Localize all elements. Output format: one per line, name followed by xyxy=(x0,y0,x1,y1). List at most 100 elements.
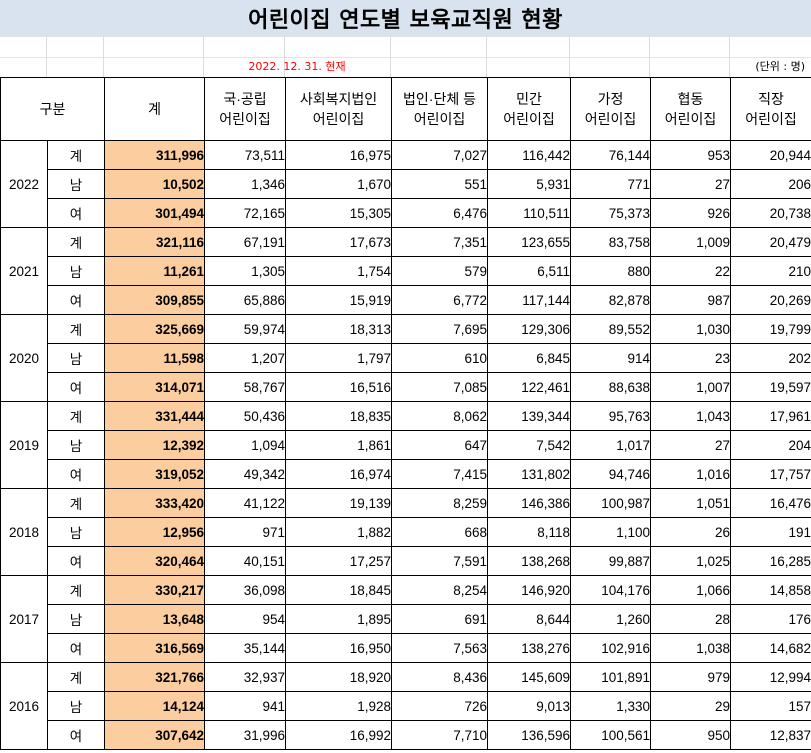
value-cell: 129,306 xyxy=(487,314,572,344)
grid-line xyxy=(284,36,285,77)
value-cell: 146,920 xyxy=(487,575,572,605)
value-cell: 14,682 xyxy=(730,633,811,663)
unit-note: (단위 : 명) xyxy=(755,60,805,73)
value-cell: 58,767 xyxy=(204,372,287,402)
grid-line xyxy=(103,36,104,77)
value-cell: 75,373 xyxy=(570,198,652,228)
total-cell: 333,420 xyxy=(104,488,206,518)
value-cell: 6,476 xyxy=(391,198,489,228)
kind-cell: 남 xyxy=(46,691,106,721)
year-cell: 2016 xyxy=(0,662,48,750)
value-cell: 102,916 xyxy=(570,633,652,663)
value-cell: 8,644 xyxy=(487,604,572,634)
value-cell: 15,305 xyxy=(285,198,393,228)
total-cell: 320,464 xyxy=(104,546,206,576)
total-cell: 321,766 xyxy=(104,662,206,692)
value-cell: 16,476 xyxy=(730,488,811,518)
table-row: 여 319,052 49,342 16,974 7,415 131,802 94,746 1,… xyxy=(1,459,811,489)
year-cell: 2022 xyxy=(0,140,48,228)
value-cell: 6,511 xyxy=(487,256,572,286)
value-cell: 1,305 xyxy=(204,256,287,286)
grid-line xyxy=(203,36,204,77)
year-cell: 2017 xyxy=(0,575,48,663)
header-private: 민간 어린이집 xyxy=(487,77,572,141)
total-cell: 10,502 xyxy=(104,169,206,199)
value-cell: 610 xyxy=(391,343,489,373)
value-cell: 6,845 xyxy=(487,343,572,373)
header-social-welfare: 사회복지법인 어린이집 xyxy=(285,77,393,141)
value-cell: 31,996 xyxy=(204,720,287,750)
total-cell: 14,124 xyxy=(104,691,206,721)
kind-cell: 남 xyxy=(46,169,106,199)
value-cell: 146,386 xyxy=(487,488,572,518)
table-row: 2020 계 325,669 59,974 18,313 7,695 129,306 89,5… xyxy=(0,314,811,402)
value-cell: 19,139 xyxy=(285,488,393,518)
table-row: 여 320,464 40,151 17,257 7,591 138,268 99,887 1,… xyxy=(1,546,811,576)
header-public: 국·공립 어린이집 xyxy=(204,77,287,141)
grid-line xyxy=(0,57,811,58)
date-note: 2022. 12. 31. 현재 xyxy=(248,60,346,73)
value-cell: 7,351 xyxy=(391,227,489,257)
value-cell: 20,479 xyxy=(730,227,811,257)
value-cell: 1,100 xyxy=(570,517,652,547)
value-cell: 18,313 xyxy=(285,314,393,344)
kind-cell: 여 xyxy=(46,633,106,663)
value-cell: 8,259 xyxy=(391,488,489,518)
value-cell: 18,835 xyxy=(285,401,393,431)
value-cell: 1,025 xyxy=(650,546,732,576)
value-cell: 647 xyxy=(391,430,489,460)
value-cell: 145,609 xyxy=(487,662,572,692)
value-cell: 8,436 xyxy=(391,662,489,692)
total-cell: 319,052 xyxy=(104,459,206,489)
value-cell: 971 xyxy=(204,517,287,547)
value-cell: 206 xyxy=(730,169,811,199)
value-cell: 954 xyxy=(204,604,287,634)
value-cell: 191 xyxy=(730,517,811,547)
value-cell: 1,928 xyxy=(285,691,393,721)
value-cell: 691 xyxy=(391,604,489,634)
value-cell: 7,695 xyxy=(391,314,489,344)
value-cell: 73,511 xyxy=(204,140,287,170)
value-cell: 18,845 xyxy=(285,575,393,605)
value-cell: 1,009 xyxy=(650,227,732,257)
kind-cell: 계 xyxy=(46,662,106,692)
value-cell: 16,950 xyxy=(285,633,393,663)
total-cell: 314,071 xyxy=(104,372,206,402)
value-cell: 157 xyxy=(730,691,811,721)
value-cell: 1,797 xyxy=(285,343,393,373)
value-cell: 579 xyxy=(391,256,489,286)
header-cooperative: 협동 어린이집 xyxy=(650,77,732,141)
table-row: 남 11,598 1,207 1,797 610 6,845 914 23 202 xyxy=(1,343,811,373)
header-row: 구분 계 국·공립 어린이집 사회복지법인 어린이집 법인·단체 등 어린이집 민간 어… xyxy=(0,77,811,141)
total-cell: 13,648 xyxy=(104,604,206,634)
table-row: 여 309,855 65,886 15,919 6,772 117,144 82,878 98… xyxy=(1,285,811,315)
table-row: 남 11,261 1,305 1,754 579 6,511 880 22 210 xyxy=(1,256,811,286)
value-cell: 32,937 xyxy=(204,662,287,692)
value-cell: 101,891 xyxy=(570,662,652,692)
table-row: 2016 계 321,766 32,937 18,920 8,436 145,609 101,… xyxy=(0,662,811,750)
value-cell: 104,176 xyxy=(570,575,652,605)
value-cell: 979 xyxy=(650,662,732,692)
table-row: 남 12,956 971 1,882 668 8,118 1,100 26 191 xyxy=(1,517,811,547)
value-cell: 1,016 xyxy=(650,459,732,489)
value-cell: 6,772 xyxy=(391,285,489,315)
grid-line xyxy=(0,36,811,37)
value-cell: 26 xyxy=(650,517,732,547)
value-cell: 89,552 xyxy=(570,314,652,344)
kind-cell: 여 xyxy=(46,198,106,228)
grid-line xyxy=(729,36,730,77)
value-cell: 8,062 xyxy=(391,401,489,431)
table-row: 남 10,502 1,346 1,670 551 5,931 771 27 206 xyxy=(1,169,811,199)
value-cell: 95,763 xyxy=(570,401,652,431)
value-cell: 65,886 xyxy=(204,285,287,315)
value-cell: 1,260 xyxy=(570,604,652,634)
total-cell: 331,444 xyxy=(104,401,206,431)
total-cell: 325,669 xyxy=(104,314,206,344)
kind-cell: 남 xyxy=(46,256,106,286)
value-cell: 100,561 xyxy=(570,720,652,750)
value-cell: 94,746 xyxy=(570,459,652,489)
table-row: 여 316,569 35,144 16,950 7,563 138,276 102,916 1… xyxy=(1,633,811,663)
table-row: 여 301,494 72,165 15,305 6,476 110,511 75,373 92… xyxy=(1,198,811,228)
total-cell: 307,642 xyxy=(104,720,206,750)
total-cell: 301,494 xyxy=(104,198,206,228)
